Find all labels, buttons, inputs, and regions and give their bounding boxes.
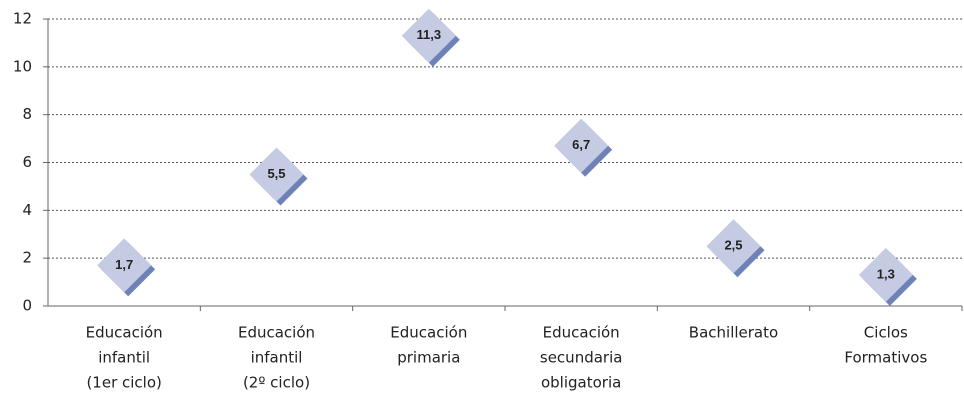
value-label: 2,5 [724, 238, 742, 253]
marker [97, 238, 152, 293]
x-tick-label: Ciclos [864, 324, 908, 342]
x-tick-label: (1er ciclo) [86, 374, 161, 392]
value-label: 11,3 [417, 27, 442, 42]
x-tick-label: Formativos [844, 349, 927, 367]
marker [249, 147, 304, 202]
value-label: 1,3 [877, 266, 895, 281]
marker [554, 118, 609, 173]
x-tick-label: primaria [397, 349, 460, 367]
value-label: 6,7 [572, 137, 590, 152]
y-tick-label: 2 [22, 249, 32, 267]
x-tick-label: Bachillerato [689, 324, 778, 342]
marker [706, 219, 761, 274]
x-tick-label: (2º ciclo) [243, 374, 310, 392]
x-tick-label: obligatoria [541, 374, 621, 392]
y-tick-label: 4 [22, 201, 32, 219]
marker [401, 8, 456, 63]
y-tick-label: 10 [13, 57, 32, 75]
y-tick-label: 8 [22, 105, 32, 123]
x-tick-label: Educación [238, 324, 315, 342]
marker [858, 247, 913, 302]
x-tick-label: Educación [390, 324, 467, 342]
y-tick-label: 12 [13, 10, 32, 28]
y-tick-label: 6 [22, 153, 32, 171]
x-tick-label: infantil [98, 349, 150, 367]
value-label: 5,5 [267, 166, 285, 181]
value-label: 1,7 [115, 257, 133, 272]
x-tick-label: Educación [86, 324, 163, 342]
x-tick-label: secundaria [540, 349, 623, 367]
x-tick-label: Educación [543, 324, 620, 342]
x-tick-label: infantil [251, 349, 303, 367]
y-tick-label: 0 [22, 297, 32, 315]
